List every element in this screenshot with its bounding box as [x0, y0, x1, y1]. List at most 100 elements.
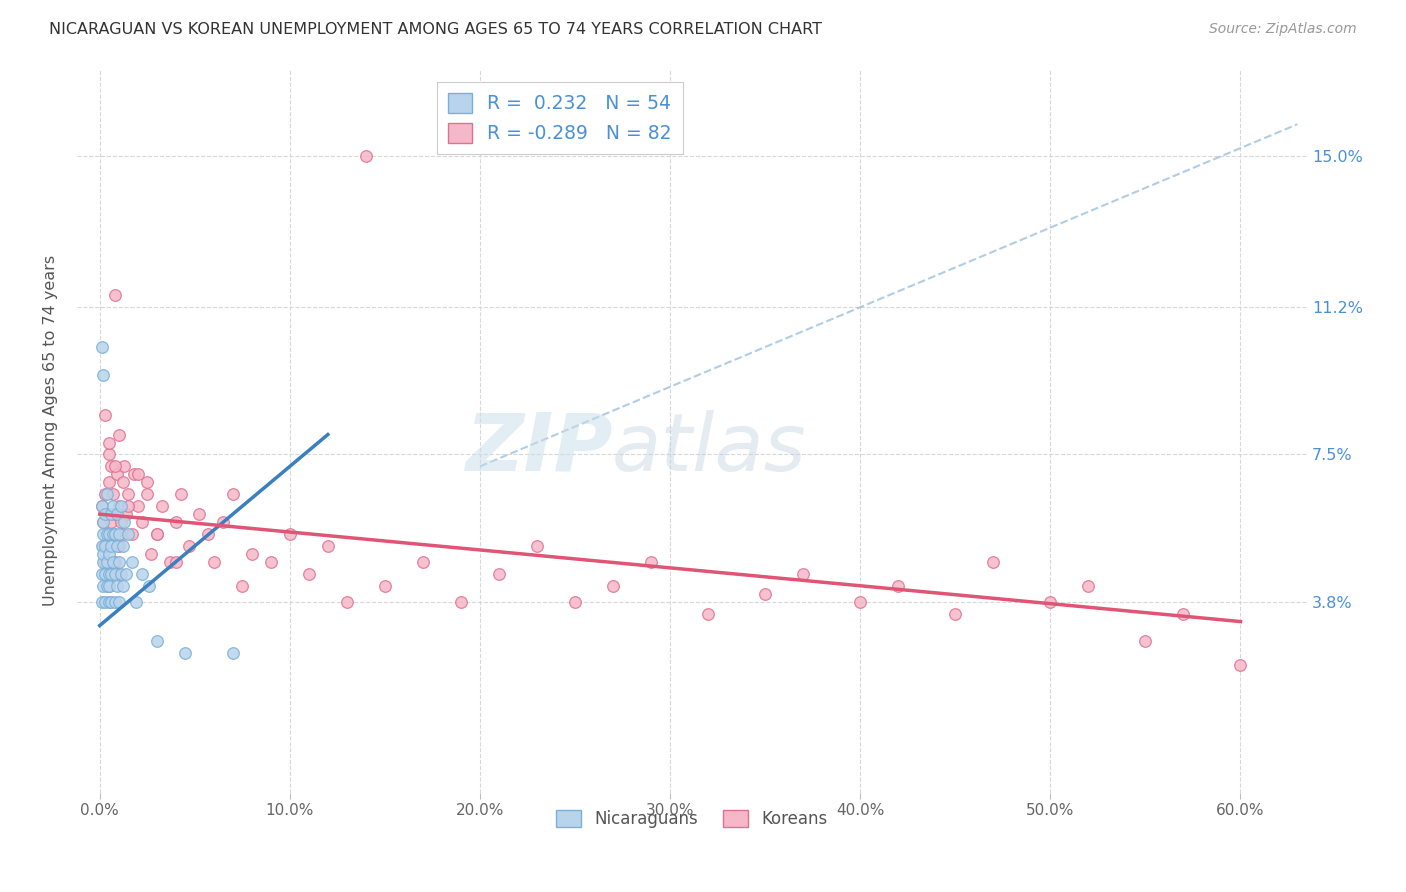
Point — [98, 579, 121, 593]
Point — [107, 539, 129, 553]
Point — [139, 547, 162, 561]
Point — [112, 459, 135, 474]
Point — [104, 288, 127, 302]
Point — [131, 515, 153, 529]
Point — [93, 547, 115, 561]
Point — [222, 647, 245, 661]
Point — [145, 527, 167, 541]
Point — [107, 566, 129, 581]
Point — [754, 587, 776, 601]
Point — [104, 459, 127, 474]
Point — [177, 539, 200, 553]
Point — [100, 566, 122, 581]
Point — [138, 579, 160, 593]
Legend: Nicaraguans, Koreans: Nicaraguans, Koreans — [550, 804, 834, 835]
Point — [887, 579, 910, 593]
Point — [110, 566, 132, 581]
Point — [165, 555, 187, 569]
Point — [104, 507, 127, 521]
Point — [93, 515, 115, 529]
Point — [93, 555, 115, 569]
Point — [231, 579, 253, 593]
Y-axis label: Unemployment Among Ages 65 to 74 years: Unemployment Among Ages 65 to 74 years — [44, 255, 58, 607]
Point — [104, 555, 127, 569]
Point — [101, 527, 124, 541]
Point — [104, 527, 127, 541]
Point — [1135, 634, 1157, 648]
Point — [1077, 579, 1099, 593]
Point — [90, 566, 112, 581]
Point — [117, 487, 139, 501]
Point — [127, 467, 149, 482]
Point — [100, 539, 122, 553]
Point — [93, 539, 115, 553]
Point — [107, 499, 129, 513]
Point — [94, 408, 117, 422]
Point — [107, 427, 129, 442]
Point — [260, 555, 283, 569]
Point — [98, 547, 121, 561]
Point — [943, 607, 966, 621]
Point — [104, 566, 127, 581]
Point — [374, 579, 396, 593]
Point — [96, 487, 118, 501]
Point — [412, 555, 434, 569]
Point — [110, 515, 132, 529]
Point — [127, 499, 149, 513]
Point — [640, 555, 662, 569]
Point — [93, 368, 115, 382]
Point — [145, 634, 167, 648]
Point — [174, 647, 197, 661]
Point — [121, 555, 143, 569]
Point — [316, 539, 339, 553]
Point — [117, 499, 139, 513]
Point — [90, 499, 112, 513]
Point — [94, 566, 117, 581]
Point — [98, 475, 121, 490]
Point — [93, 579, 115, 593]
Point — [488, 566, 510, 581]
Point — [111, 539, 134, 553]
Point — [100, 566, 122, 581]
Point — [981, 555, 1004, 569]
Point — [112, 515, 135, 529]
Point — [96, 527, 118, 541]
Point — [107, 527, 129, 541]
Point — [94, 507, 117, 521]
Point — [101, 499, 124, 513]
Point — [117, 527, 139, 541]
Point — [101, 555, 124, 569]
Point — [336, 595, 359, 609]
Point — [121, 527, 143, 541]
Point — [849, 595, 872, 609]
Point — [100, 595, 122, 609]
Point — [564, 595, 586, 609]
Point — [136, 475, 159, 490]
Point — [94, 555, 117, 569]
Point — [96, 527, 118, 541]
Point — [110, 499, 132, 513]
Point — [98, 447, 121, 461]
Point — [122, 467, 145, 482]
Point — [450, 595, 472, 609]
Point — [90, 595, 112, 609]
Point — [298, 566, 321, 581]
Point — [90, 539, 112, 553]
Point — [602, 579, 624, 593]
Point — [96, 555, 118, 569]
Point — [111, 475, 134, 490]
Point — [526, 539, 548, 553]
Point — [222, 487, 245, 501]
Point — [98, 579, 121, 593]
Point — [697, 607, 720, 621]
Point — [105, 539, 128, 553]
Point — [100, 515, 122, 529]
Point — [105, 507, 128, 521]
Point — [240, 547, 263, 561]
Point — [100, 507, 122, 521]
Point — [90, 340, 112, 354]
Point — [1039, 595, 1062, 609]
Point — [159, 555, 181, 569]
Point — [101, 527, 124, 541]
Point — [105, 467, 128, 482]
